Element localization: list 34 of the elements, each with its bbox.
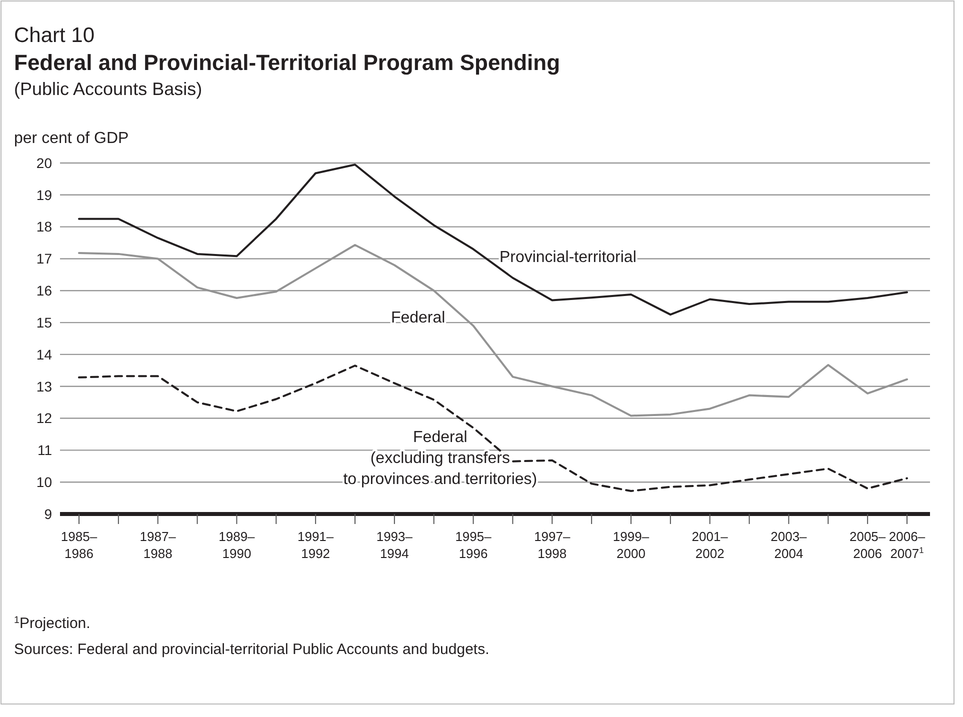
x-tick-label: 1985–1986 [60, 529, 98, 561]
y-tick-label: 9 [44, 506, 52, 522]
line-series [78, 364, 908, 492]
y-tick-label: 12 [36, 410, 52, 426]
x-tick-label: 1997–1998 [534, 529, 571, 561]
chart-subtitle: Federal and Provincial-Territorial Program Spending [14, 50, 560, 75]
x-tick-label: 2001–2002 [692, 529, 729, 561]
source-note: Sources: Federal and provincial-territorial Public Accounts and budgets. [14, 641, 490, 658]
x-tick-label: 1991–1992 [297, 529, 334, 561]
x-tick-label: 1989–1990 [218, 529, 256, 561]
x-tick-label: 1995–1996 [455, 529, 492, 561]
chart-title: Chart 10 [14, 24, 95, 47]
y-tick-label: 13 [36, 378, 52, 394]
x-tick-label: 2006–2007$^{1}$ [888, 529, 926, 561]
x-tick-label: 1999–2000 [612, 529, 650, 561]
y-tick-label: 10 [36, 474, 52, 490]
text: (Public Accounts Basis) [14, 79, 202, 99]
series-label: Federal [390, 310, 446, 327]
x-tick-label: 2003–2004 [770, 529, 808, 561]
x-tick-label: 1987–1988 [140, 529, 177, 561]
y-axis-title: per cent of GDP [14, 130, 129, 147]
y-tick-label: 20 [36, 154, 52, 171]
y-tick-label: 15 [36, 314, 52, 330]
y-tick-label: 17 [36, 250, 52, 267]
series-label: Provincial-territorial [499, 248, 636, 266]
y-tick-label: 19 [36, 186, 52, 203]
y-tick-label: 18 [36, 218, 52, 235]
series-label: Federal (excluding transfers to provinces and territories) [343, 429, 538, 488]
text: $^{1}$Projection. [14, 614, 90, 632]
x-tick-label: 1993–1994 [376, 529, 414, 561]
x-tick-label: 2005–2006 [849, 529, 886, 561]
y-tick-label: 16 [36, 282, 52, 299]
y-tick-label: 11 [37, 442, 52, 458]
y-tick-label: 14 [36, 346, 52, 362]
